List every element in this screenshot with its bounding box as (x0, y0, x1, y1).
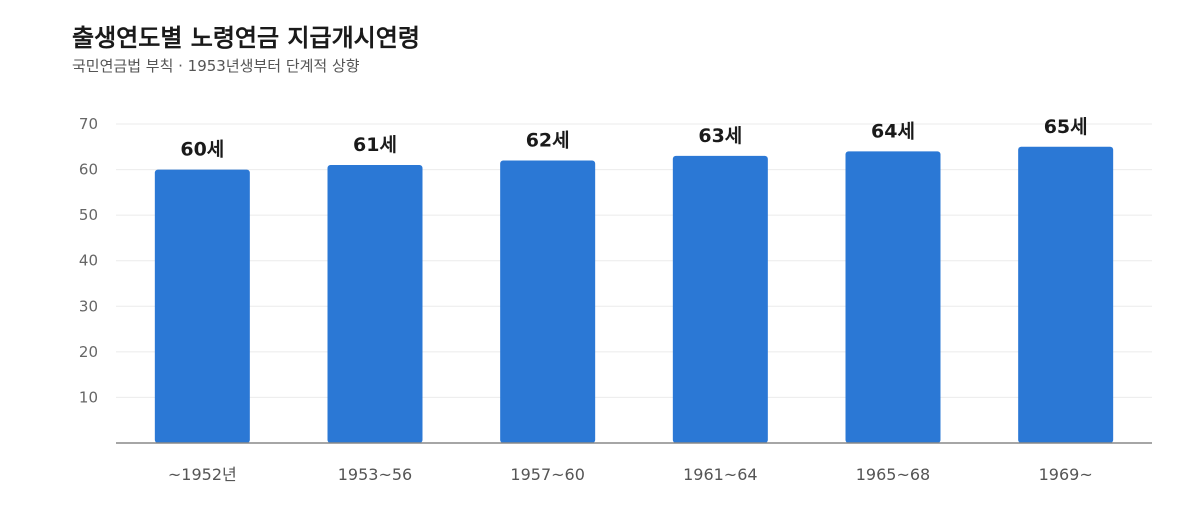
chart-title: 출생연도별 노령연금 지급개시연령 (72, 24, 420, 52)
y-tick-label: 50 (79, 206, 98, 224)
y-tick-label: 70 (79, 115, 98, 133)
bar-value-label: 61세 (353, 134, 397, 156)
x-category-label: 1957~60 (510, 465, 584, 484)
bar-value-label: 60세 (180, 139, 224, 161)
x-category-label: 1953~56 (338, 465, 412, 484)
y-axis-ticks: 10 20 30 40 50 60 70 (79, 115, 98, 406)
bar-value-label: 62세 (526, 129, 570, 151)
y-tick-label: 60 (79, 161, 98, 179)
bar-value-label: 64세 (871, 120, 915, 142)
x-category-label: 1965~68 (856, 465, 930, 484)
x-category-label: 1961~64 (683, 465, 757, 484)
x-category-label: ~1952년 (168, 465, 237, 484)
bar (500, 160, 596, 443)
x-category-label: 1969~ (1039, 465, 1093, 484)
y-tick-label: 40 (79, 252, 98, 270)
bar-value-label: 63세 (698, 125, 742, 147)
bar (845, 151, 941, 444)
x-axis-categories: ~1952년 1953~56 1957~60 1961~64 1965~68 1969~ (168, 465, 1093, 484)
y-tick-label: 20 (79, 343, 98, 361)
bar (672, 155, 768, 443)
bars (154, 146, 1114, 444)
y-tick-label: 10 (79, 388, 98, 406)
bar (327, 165, 423, 443)
bar (1018, 146, 1114, 444)
chart-subtitle: 국민연금법 부칙 · 1953년생부터 단계적 상향 (72, 57, 360, 75)
gridlines (116, 123, 1152, 398)
y-tick-label: 30 (79, 297, 98, 315)
data-labels: 60세 61세 62세 63세 64세 65세 (180, 116, 1087, 161)
bar-value-label: 65세 (1044, 116, 1088, 138)
bar (154, 169, 250, 444)
